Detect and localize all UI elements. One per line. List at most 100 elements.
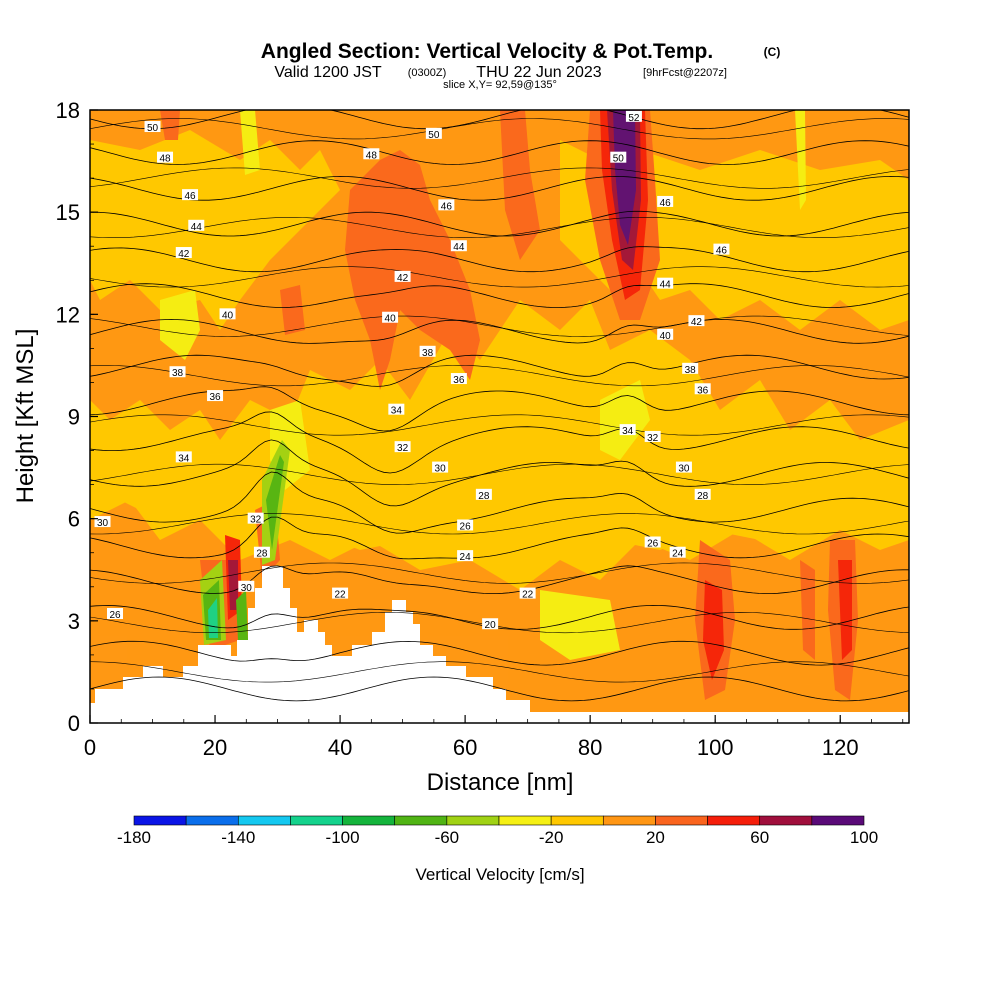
theta-contour-52 <box>90 110 909 130</box>
theta-label: 38 <box>422 348 434 359</box>
theta-label: 42 <box>691 317 703 328</box>
theta-contour-minor <box>90 217 909 238</box>
theta-contour-34 <box>90 411 909 474</box>
theta-label-box <box>332 587 349 599</box>
theta-label: 44 <box>453 242 465 253</box>
subtitle-valid: Valid 1200 JST <box>274 64 382 81</box>
theta-label-box <box>644 430 661 442</box>
chart-title: Angled Section: Vertical Velocity & Pot.… <box>261 40 713 63</box>
theta-label-box <box>363 148 380 160</box>
theta-label-box <box>144 121 161 133</box>
colorbar-tick-label: 20 <box>646 828 665 847</box>
y-tick-label: 12 <box>56 302 80 327</box>
theta-label-box <box>94 516 111 528</box>
theta-label-box <box>169 366 186 378</box>
y-tick-label: 6 <box>68 507 80 532</box>
theta-label: 34 <box>622 426 634 437</box>
y-tick-label: 18 <box>56 98 80 123</box>
theta-label: 36 <box>209 392 221 403</box>
theta-label-box <box>450 373 467 385</box>
subtitle-utc: (0300Z) <box>408 67 447 79</box>
theta-label: 42 <box>397 273 409 284</box>
theta-label-box <box>657 195 674 207</box>
y-tick-label: 9 <box>68 405 80 430</box>
theta-label-box <box>450 240 467 252</box>
theta-label-box <box>425 127 442 139</box>
colorbar-tick-label: -20 <box>539 828 564 847</box>
theta-label: 32 <box>250 515 262 526</box>
theta-label: 32 <box>647 433 659 444</box>
theta-label-box <box>247 512 264 524</box>
theta-contour-minor <box>90 118 909 140</box>
theta-label-box <box>482 618 499 630</box>
theta-contour-minor <box>90 365 909 387</box>
colorbar-swatch <box>498 815 552 826</box>
colorbar-swatch <box>185 815 239 826</box>
theta-label: 40 <box>385 314 397 325</box>
subtitle-date: THU 22 Jun 2023 <box>476 64 602 81</box>
theta-label: 46 <box>441 201 453 212</box>
theta-label-box <box>253 546 270 558</box>
theta-label-box <box>682 362 699 374</box>
colorbar: -180 -140 -100 -60 -20 20 60 100 <box>117 815 878 847</box>
theta-label-box <box>475 488 492 500</box>
theta-contour-minor <box>90 266 909 288</box>
theta-label-box <box>238 580 255 592</box>
theta-label-box <box>388 403 405 415</box>
theta-contour-36 <box>90 386 909 432</box>
colorbar-swatch <box>237 815 291 826</box>
theta-label: 22 <box>335 590 347 601</box>
theta-contour-minor <box>90 611 909 634</box>
theta-label: 22 <box>522 590 534 601</box>
colorbar-label: Vertical Velocity [cm/s] <box>415 865 584 884</box>
theta-label: 50 <box>428 130 440 141</box>
colorbar-swatch <box>550 815 604 826</box>
colorbar-swatch <box>342 815 396 826</box>
theta-label-box <box>625 110 642 122</box>
velocity-field <box>90 110 909 723</box>
theta-label: 26 <box>109 610 121 621</box>
theta-label-box <box>207 390 224 402</box>
theta-label: 46 <box>184 191 196 202</box>
y-axis: 0 3 6 9 12 15 18 <box>56 98 98 736</box>
colorbar-swatch <box>707 815 761 826</box>
theta-label-box <box>438 199 455 211</box>
theta-label: 20 <box>485 620 497 631</box>
theta-label: 46 <box>716 246 728 257</box>
theta-label: 50 <box>613 154 625 165</box>
theta-contour-28 <box>90 516 909 560</box>
theta-label: 38 <box>172 368 184 379</box>
theta-label: 38 <box>685 365 697 376</box>
theta-label: 36 <box>453 375 465 386</box>
theta-label-box <box>713 243 730 255</box>
theta-label-box <box>619 424 636 436</box>
theta-label-box <box>657 328 674 340</box>
theta-label: 42 <box>178 249 190 260</box>
theta-label: 30 <box>241 583 253 594</box>
colorbar-tick-label: -100 <box>326 828 360 847</box>
theta-label-box <box>519 587 536 599</box>
theta-label-box <box>382 311 399 323</box>
theta-label-box <box>175 247 192 259</box>
theta-label: 24 <box>672 549 684 560</box>
theta-label-box <box>182 189 199 201</box>
theta-label-box <box>188 219 205 231</box>
theta-label: 48 <box>159 154 171 165</box>
theta-label-box <box>175 451 192 463</box>
theta-label: 44 <box>191 222 203 233</box>
theta-contour-20 <box>90 676 909 702</box>
theta-contour-labels: 50 50 52 50 48 48 46 46 46 46 44 44 44 42 42 42 40 40 40 38… <box>94 110 730 631</box>
theta-contour-26 <box>90 565 909 595</box>
colorbar-swatch <box>133 815 187 826</box>
x-tick-label: 120 <box>822 735 859 760</box>
theta-contour-48 <box>90 175 909 201</box>
theta-label: 30 <box>678 464 690 475</box>
theta-label-box <box>694 488 711 500</box>
theta-label-box <box>675 461 692 473</box>
x-tick-label: 40 <box>328 735 352 760</box>
terrain <box>90 566 909 723</box>
theta-label: 44 <box>660 280 672 291</box>
theta-label-box <box>394 441 411 453</box>
